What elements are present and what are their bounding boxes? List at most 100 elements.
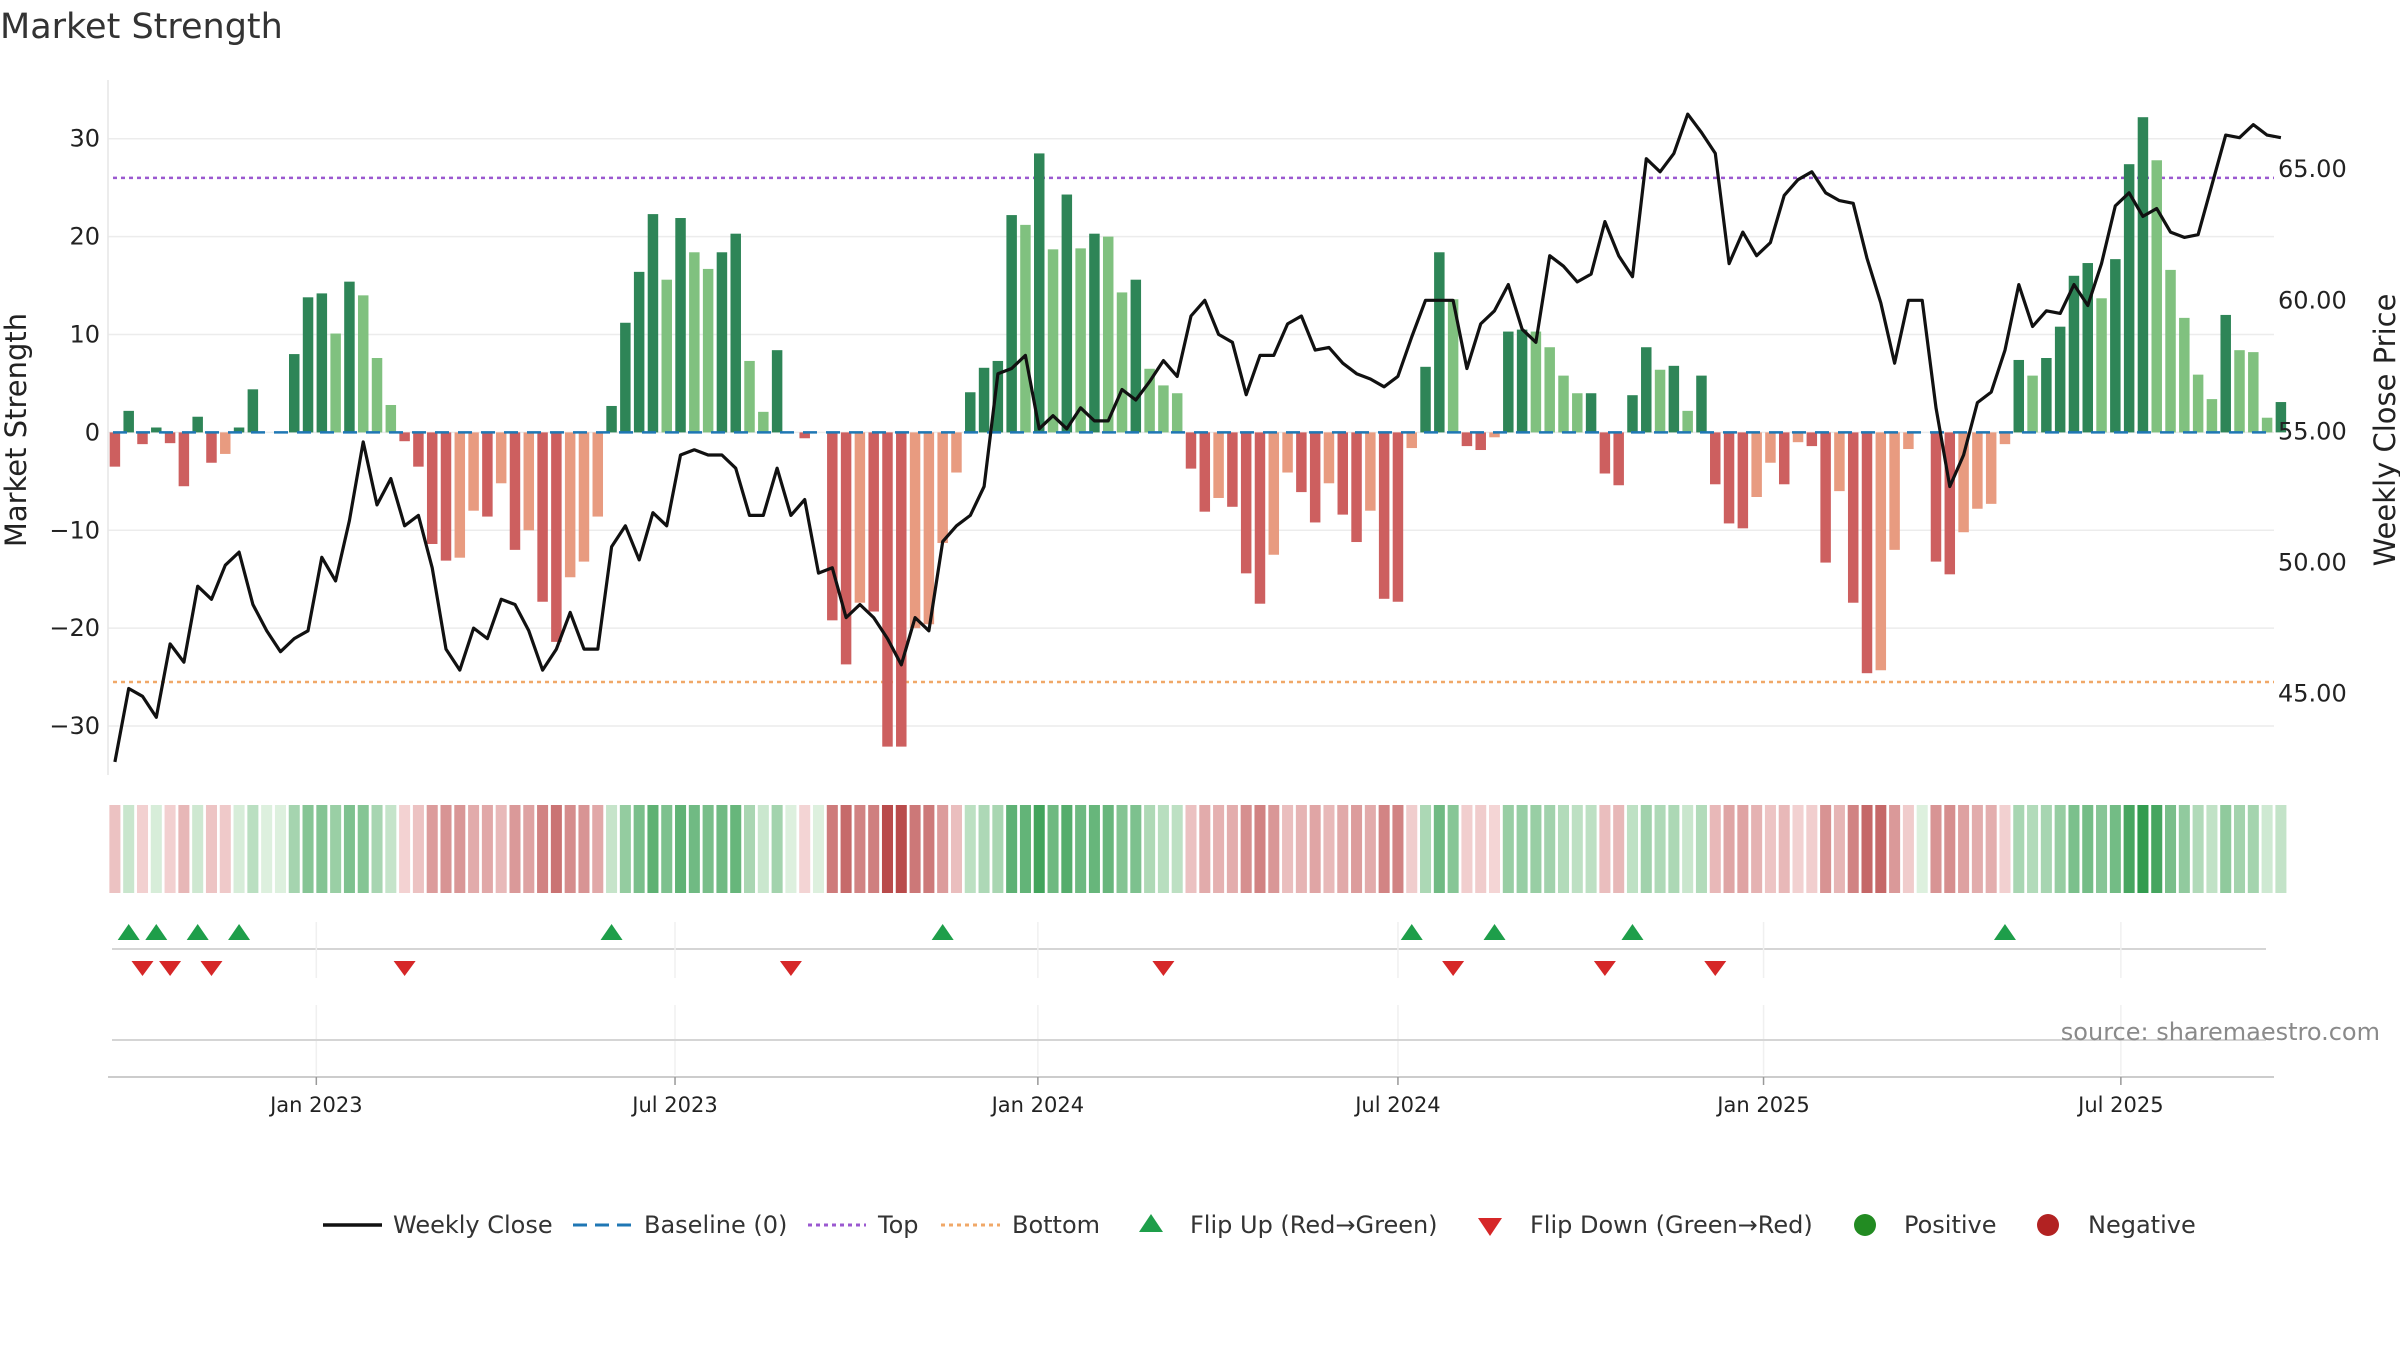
- heat-cell: [123, 805, 135, 893]
- strength-bar: [1130, 279, 1142, 433]
- heat-cell: [537, 805, 549, 893]
- heat-cell: [923, 805, 935, 893]
- strength-bar: [730, 233, 741, 433]
- heat-cell: [523, 805, 535, 893]
- strength-bar: [1171, 393, 1183, 433]
- x-tick-label: Jul 2025: [2076, 1093, 2163, 1117]
- strength-bar: [302, 297, 314, 433]
- strength-bar: [2096, 298, 2107, 433]
- strength-bar: [2234, 350, 2245, 433]
- strength-heat-strip: [109, 805, 2287, 893]
- flip-up-marker: [186, 924, 209, 940]
- strength-bar: [2179, 317, 2190, 433]
- heat-cell: [1985, 805, 1997, 893]
- strength-bar: [109, 432, 121, 467]
- flip-down-marker: [1704, 961, 1727, 976]
- strength-bar: [1006, 215, 1017, 433]
- heat-cell: [1461, 805, 1473, 893]
- strength-bar: [2082, 263, 2093, 433]
- strength-bar: [1296, 432, 1307, 493]
- strength-bar: [2275, 402, 2287, 433]
- flip-down-marker: [779, 961, 802, 976]
- strength-bar: [2206, 399, 2218, 433]
- strength-bar: [1723, 432, 1735, 524]
- strength-bar: [2220, 314, 2231, 433]
- strength-bar: [509, 432, 521, 550]
- flip-signal-panel: [112, 922, 2266, 978]
- strength-bar: [868, 432, 879, 612]
- chart-title: Market Strength: [0, 7, 283, 47]
- heat-cell: [343, 805, 355, 893]
- heat-cell: [1323, 805, 1335, 893]
- heat-cell: [1488, 805, 1501, 893]
- strength-bar: [716, 252, 728, 433]
- heat-cell: [1778, 805, 1790, 893]
- legend-label: Weekly Close: [393, 1211, 553, 1239]
- heat-cell: [606, 805, 618, 893]
- flip-up-marker: [1993, 924, 2016, 940]
- heat-cell: [1999, 805, 2011, 893]
- strength-bar: [137, 432, 148, 445]
- strength-bar: [1613, 432, 1624, 486]
- strength-bar: [495, 432, 507, 484]
- heat-cell: [2082, 805, 2094, 893]
- heat-cell: [150, 805, 162, 893]
- legend: Weekly Close Baseline (0) Top Bottom Flip Up…: [323, 1211, 2196, 1239]
- strength-bar: [1475, 432, 1486, 451]
- heat-cell: [1309, 805, 1321, 893]
- strength-bar: [702, 268, 714, 433]
- strength-bar: [606, 405, 617, 433]
- strength-bar: [1599, 432, 1611, 474]
- flip-down-marker: [393, 961, 416, 976]
- strength-bar: [2123, 164, 2135, 433]
- strength-bar: [1351, 432, 1362, 543]
- heat-cell: [205, 805, 217, 893]
- heat-cell: [1102, 805, 1114, 893]
- heat-cell: [1433, 805, 1445, 893]
- heat-cell: [881, 805, 894, 893]
- flip-down-marker: [131, 961, 154, 976]
- strength-bar: [1737, 432, 1749, 529]
- heat-cell: [978, 805, 990, 893]
- strength-bar: [371, 358, 383, 433]
- strength-bar: [1558, 375, 1569, 433]
- heat-cell: [164, 805, 176, 893]
- strength-bar: [1875, 432, 1887, 671]
- heat-cell: [1075, 805, 1087, 893]
- grid-layer: [107, 80, 2274, 775]
- heat-cell: [2096, 805, 2108, 893]
- strength-bar: [357, 295, 369, 433]
- heat-cell: [1544, 805, 1556, 893]
- x-tick-label: Jul 2023: [630, 1093, 717, 1117]
- strength-bar: [1434, 252, 1445, 433]
- heat-cell: [1047, 805, 1059, 893]
- heat-cell: [330, 805, 342, 893]
- strength-bar: [178, 432, 190, 487]
- x-tick-label: Jan 2023: [268, 1093, 363, 1117]
- heat-cell: [247, 805, 259, 893]
- heat-cell: [757, 805, 769, 893]
- heat-cell: [1033, 805, 1045, 893]
- heat-cell: [192, 805, 204, 893]
- x-tick-label: Jul 2024: [1353, 1093, 1440, 1117]
- heat-cell: [2247, 805, 2259, 893]
- strength-bar: [840, 432, 852, 665]
- heat-cell: [812, 805, 825, 893]
- strength-bar: [854, 432, 866, 603]
- heat-cell: [619, 805, 631, 893]
- heat-cell: [2178, 805, 2190, 893]
- heat-cell: [371, 805, 383, 893]
- heat-cell: [1944, 805, 1956, 893]
- heat-cell: [2206, 805, 2218, 893]
- y-right-tick-label: 45.00: [2278, 680, 2347, 708]
- legend-label: Flip Up (Red→Green): [1190, 1211, 1438, 1239]
- strength-bar: [1516, 329, 1528, 433]
- heat-cell: [2192, 805, 2204, 893]
- x-tick-label: Jan 2025: [1715, 1093, 1810, 1117]
- heat-cell: [854, 805, 866, 893]
- heat-cell: [1737, 805, 1749, 893]
- strength-bar: [1710, 432, 1721, 485]
- legend-flip-up-icon: [1139, 1214, 1163, 1232]
- heat-cell: [357, 805, 369, 893]
- heat-cell: [2068, 805, 2080, 893]
